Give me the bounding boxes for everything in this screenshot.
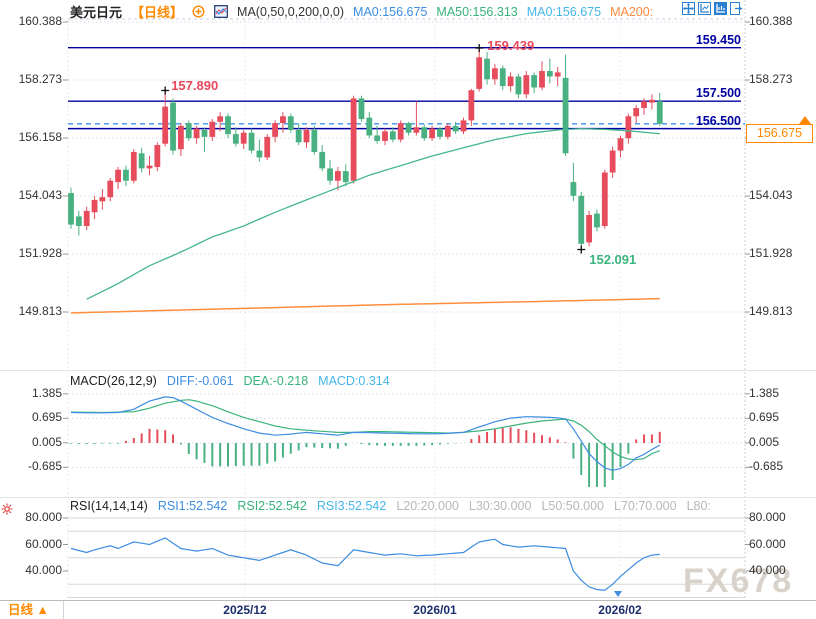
macd-axis-label: 0.695 — [749, 410, 780, 425]
rsi-title[interactable]: RSI(14,14,14) — [70, 499, 148, 513]
rsi-axis-label: 40.000 — [749, 563, 786, 577]
price-axis-right-label: 149.813 — [749, 303, 793, 318]
ma-chart-icon[interactable] — [214, 5, 228, 18]
macd-diff-value: DIFF:-0.061 — [166, 374, 234, 388]
ma-formula: MA(0,50,0,200,0,0) — [237, 4, 345, 19]
macd-axis-label: 0.695 — [31, 410, 62, 425]
price-axis-left-label: 160.388 — [18, 14, 62, 28]
watermark: FX678 — [683, 562, 794, 600]
scroll-position-marker[interactable] — [614, 591, 622, 597]
price-axis-left-label: 156.158 — [18, 129, 62, 144]
price-axis-right-label: 154.043 — [749, 187, 793, 202]
price-axis-right-label: 151.928 — [749, 245, 793, 260]
macd-dea-value: DEA:-0.218 — [243, 374, 309, 388]
date-tick: 2026/01 — [413, 603, 457, 617]
price-axis-left-label: 151.928 — [18, 245, 62, 260]
rsi-level-70: L70:70.000 — [614, 499, 677, 513]
date-tick: 2026/02 — [598, 603, 642, 617]
rsi-level-30: L30:30.000 — [468, 499, 532, 513]
macd-axis-label: 1.385 — [31, 385, 62, 400]
swing-low-annotation: 152.091 — [589, 251, 637, 267]
indicator-settings-icon[interactable] — [1, 502, 13, 520]
macd-title[interactable]: MACD(26,12,9) — [70, 374, 157, 388]
macd-axis-label: 0.005 — [749, 434, 780, 449]
rsi3-value: RSI3:52.542 — [316, 499, 387, 513]
ma0-value-a: MA0:156.675 — [353, 4, 428, 19]
time-axis-bar: 日线 ▲ 2025/12 2026/01 2026/02 — [0, 600, 816, 619]
support-line-label: 156.500 — [695, 113, 741, 128]
date-tick: 2025/12 — [223, 603, 267, 617]
timeframe-tag[interactable]: 【日线】 — [131, 5, 184, 20]
rsi-header: RSI(14,14,14) RSI1:52.542 RSI2:52.542 RS… — [70, 499, 711, 513]
price-axis-left-label: 154.043 — [18, 187, 62, 202]
export-window-button[interactable] — [730, 2, 743, 15]
ma0-value-b: MA0:156.675 — [526, 4, 602, 19]
rsi-axis-label: 40.000 — [25, 563, 62, 577]
price-axis-left-label: 149.813 — [18, 303, 62, 318]
rsi-axis-label: 60.000 — [25, 536, 62, 551]
price-axis-right-label: 158.273 — [749, 71, 793, 86]
rsi-level-50: L50:50.000 — [541, 499, 605, 513]
macd-hist-value: MACD:0.314 — [318, 374, 390, 388]
rsi-axis-label: 80.000 — [25, 510, 62, 524]
rsi-axis-label: 80.000 — [749, 510, 786, 524]
price-axis-right-label: 160.388 — [749, 14, 793, 28]
symbol-title: 美元日元 — [70, 5, 123, 20]
resistance-line-label: 157.500 — [695, 86, 741, 101]
swing-high-annotation: 157.890 — [171, 77, 219, 93]
pan-crosshair-button[interactable] — [682, 2, 695, 15]
chart-header: 美元日元 【日线】 MA(0,50,0,200,0,0) MA0:156.675… — [70, 2, 653, 21]
ma50-value: MA50:156.313 — [436, 4, 518, 19]
macd-axis-label: -0.685 — [749, 459, 784, 474]
axis-style-button[interactable] — [714, 2, 727, 15]
add-indicator-icon[interactable] — [192, 5, 205, 18]
chart-toolbar — [682, 2, 743, 15]
rsi-level-20: L20:20.000 — [396, 499, 459, 513]
macd-header: MACD(26,12,9) DIFF:-0.061 DEA:-0.218 MAC… — [70, 374, 390, 388]
resistance-line-label: 159.450 — [695, 32, 741, 47]
rsi1-value: RSI1:52.542 — [157, 499, 228, 513]
panel-separator — [0, 370, 816, 371]
price-axis-left-label: 158.273 — [18, 71, 62, 86]
rsi-axis-label: 60.000 — [749, 536, 786, 551]
ma200-value: MA200: — [610, 4, 654, 19]
macd-axis-label: -0.685 — [27, 459, 62, 474]
current-price-tag: 156.675 — [746, 124, 813, 143]
period-selector[interactable]: 日线 ▲ — [0, 601, 64, 619]
swing-high-annotation: 159.439 — [487, 38, 535, 54]
macd-axis-label: 1.385 — [749, 385, 780, 400]
price-up-arrow-icon — [799, 116, 811, 124]
rsi2-value: RSI2:52.542 — [237, 499, 307, 513]
macd-axis-label: 0.005 — [31, 434, 62, 449]
panel-separator — [0, 497, 816, 498]
rsi-level-80: L80: — [686, 499, 711, 513]
axis-scale-button[interactable] — [698, 2, 711, 15]
